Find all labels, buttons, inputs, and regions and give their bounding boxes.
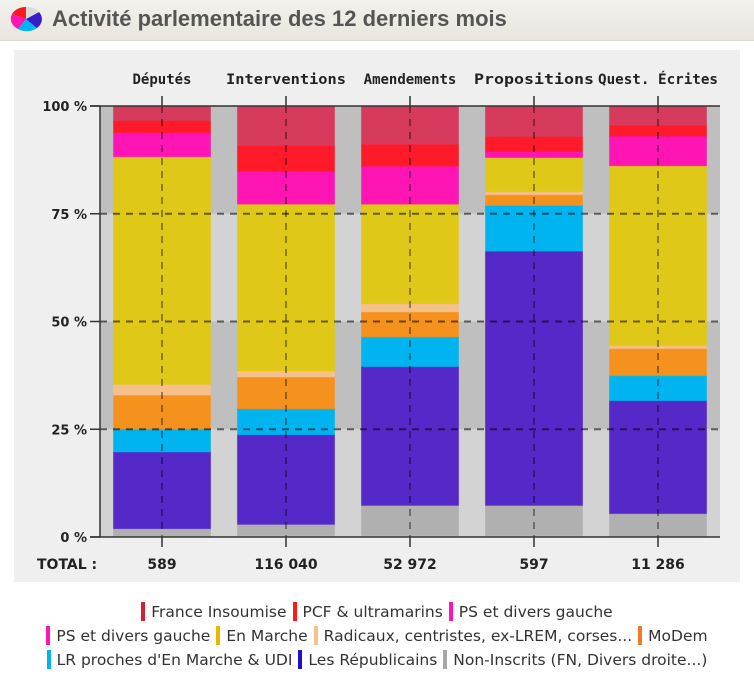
legend-item: MoDem bbox=[638, 624, 708, 648]
legend-item: En Marche bbox=[216, 624, 308, 648]
legend-label: Les Républicains bbox=[308, 651, 438, 669]
legend-item: PS et divers gauche bbox=[448, 600, 613, 624]
legend-item: Les Républicains bbox=[298, 648, 437, 672]
y-tick-label: 25 % bbox=[51, 423, 87, 438]
legend-swatch bbox=[443, 650, 448, 669]
bar-segment bbox=[485, 151, 583, 159]
total-value: 11 286 bbox=[631, 557, 685, 573]
legend-swatch bbox=[448, 602, 453, 621]
legend-item: PCF & ultramarins bbox=[292, 600, 443, 624]
total-value: 589 bbox=[147, 557, 176, 573]
total-value: 52 972 bbox=[383, 557, 437, 573]
legend-label: Radicaux, centristes, ex-LREM, corses... bbox=[323, 627, 633, 645]
legend-swatch bbox=[298, 650, 303, 669]
legend-item: PS et divers gauche bbox=[46, 624, 210, 648]
legend-row: France Insoumise PCF & ultramarins PS et d… bbox=[0, 600, 754, 624]
legend-label: MoDem bbox=[648, 627, 708, 645]
legend-swatch bbox=[46, 650, 51, 669]
legend-swatch bbox=[638, 626, 643, 645]
legend-item: France Insoumise bbox=[141, 600, 287, 624]
header: Activité parlementaire des 12 derniers m… bbox=[0, 0, 754, 41]
legend-label: LR proches d'En Marche & UDI bbox=[56, 651, 293, 669]
legend-swatch bbox=[313, 626, 318, 645]
legend-row: PS et divers gauche En Marche Radicaux, ce… bbox=[0, 624, 754, 648]
legend-item: Radicaux, centristes, ex-LREM, corses... bbox=[313, 624, 633, 648]
legend-label: France Insoumise bbox=[151, 603, 287, 621]
legend-label: En Marche bbox=[226, 627, 308, 645]
total-value: 116 040 bbox=[254, 557, 318, 573]
category-label: Propositions bbox=[474, 72, 594, 88]
category-label: Amendements bbox=[364, 72, 457, 88]
legend-label: PS et divers gauche bbox=[56, 627, 211, 645]
legend-label: Non-Inscrits (FN, Divers droite...) bbox=[453, 651, 708, 669]
y-tick-label: 100 % bbox=[42, 100, 87, 115]
bar-segment bbox=[113, 452, 211, 530]
page-title: Activité parlementaire des 12 derniers m… bbox=[52, 6, 507, 31]
stacked-bar-chart: 0 % 25 % 50 % 75 % 100 % Députés 589 Interventi… bbox=[37, 71, 720, 573]
y-tick-label: 75 % bbox=[51, 208, 87, 223]
category-label: Députés bbox=[132, 72, 191, 88]
legend-label: PS et divers gauche bbox=[458, 603, 613, 621]
legend-row: LR proches d'En Marche & UDI Les Républic… bbox=[0, 648, 754, 672]
legend-swatch bbox=[292, 602, 297, 621]
category-label: Quest. Écrites bbox=[598, 71, 718, 88]
pie-chart-icon bbox=[10, 6, 42, 32]
legend-swatch bbox=[141, 602, 146, 621]
legend-label: PCF & ultramarins bbox=[302, 603, 443, 621]
total-label: TOTAL : bbox=[37, 557, 97, 573]
category-label: Interventions bbox=[226, 72, 346, 88]
legend-item: LR proches d'En Marche & UDI bbox=[46, 648, 293, 672]
bar-segment bbox=[113, 156, 211, 386]
legend-item: Non-Inscrits (FN, Divers droite...) bbox=[443, 648, 707, 672]
y-tick-label: 0 % bbox=[60, 531, 87, 546]
legend-swatch bbox=[46, 626, 51, 645]
legend-swatch bbox=[216, 626, 221, 645]
y-tick-label: 50 % bbox=[51, 316, 87, 331]
chart-legend: France Insoumise PCF & ultramarins PS et d… bbox=[0, 600, 754, 672]
total-value: 597 bbox=[519, 557, 548, 573]
